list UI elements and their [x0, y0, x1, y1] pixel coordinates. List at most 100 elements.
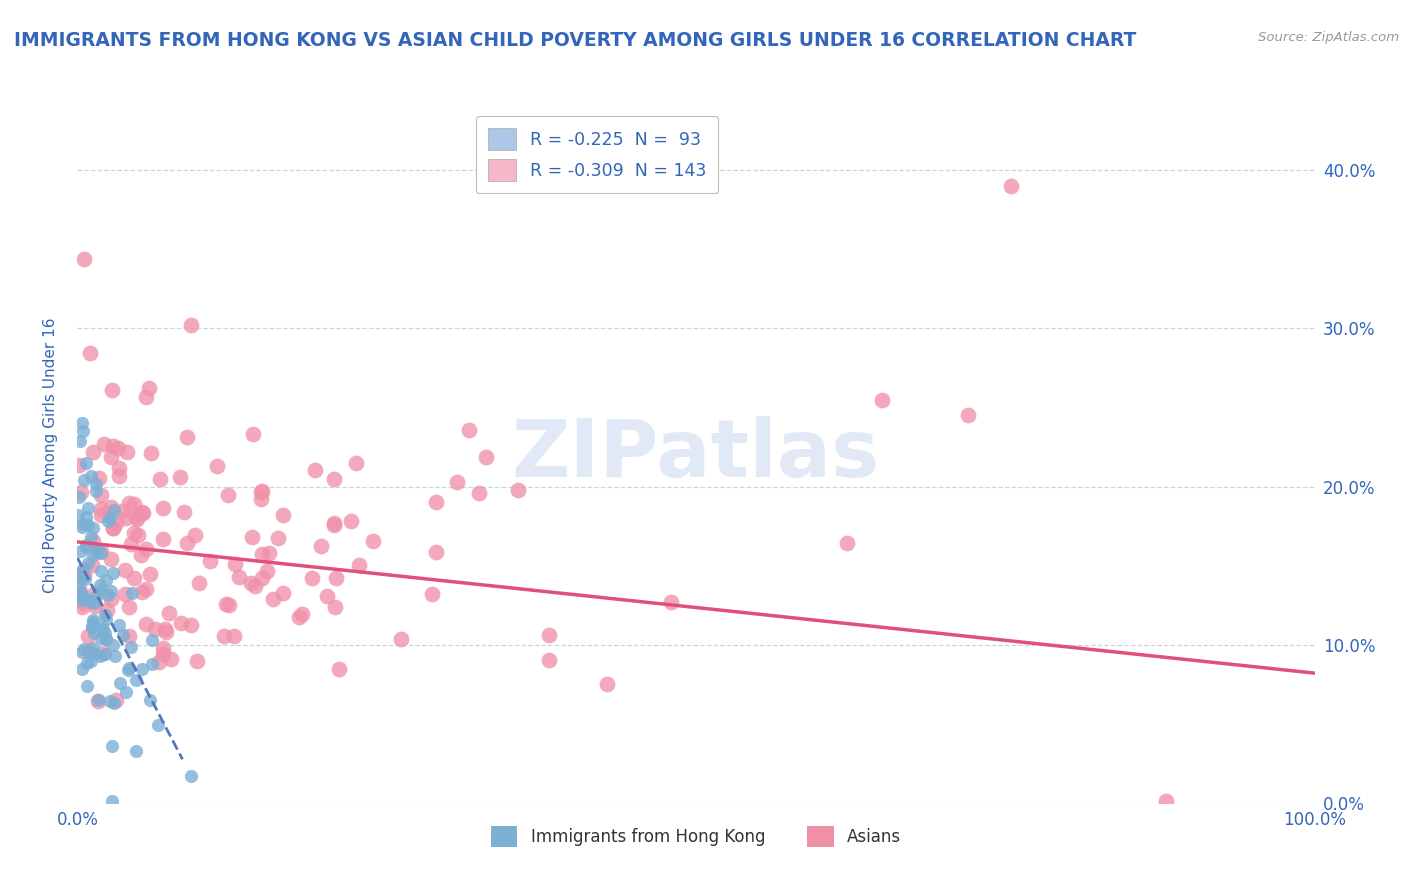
Point [69, 586, 91, 600]
Point [101, 739, 124, 753]
Point [250, 571, 273, 585]
Point [139, 693, 162, 707]
Point [108, 460, 131, 475]
Point [124, 497, 146, 511]
Point [304, 463, 326, 477]
Point [98, 694, 121, 708]
Point [75, 538, 97, 552]
Point [323, 516, 346, 530]
Point [458, 423, 481, 437]
Point [90, 582, 112, 597]
Point [125, 673, 148, 687]
Point [90, 564, 112, 578]
Point [90, 508, 112, 523]
Point [309, 539, 332, 553]
Point [127, 512, 149, 526]
Point [66, 589, 89, 603]
Point [155, 624, 177, 639]
Point [70, 519, 93, 533]
Point [73, 252, 96, 266]
Point [98, 510, 121, 524]
Point [70, 543, 93, 558]
Point [467, 486, 489, 500]
Point [101, 383, 124, 397]
Point [91, 646, 114, 660]
Point [129, 548, 152, 562]
Point [122, 526, 145, 541]
Point [100, 584, 122, 599]
Point [217, 488, 239, 502]
Point [66, 570, 89, 584]
Point [90, 546, 112, 560]
Point [339, 514, 361, 528]
Point [83, 646, 105, 660]
Point [508, 483, 530, 498]
Point [176, 429, 198, 443]
Point [79, 345, 101, 359]
Point [67, 582, 90, 597]
Point [135, 390, 157, 404]
Point [94, 612, 117, 626]
Point [446, 475, 468, 490]
Point [120, 640, 142, 654]
Point [135, 617, 157, 632]
Point [105, 516, 128, 530]
Point [101, 520, 124, 534]
Point [82, 521, 104, 535]
Point [70, 592, 93, 607]
Point [82, 641, 104, 656]
Point [89, 471, 111, 485]
Point [957, 409, 980, 423]
Point [323, 472, 346, 486]
Point [112, 628, 135, 642]
Point [262, 592, 284, 607]
Point [152, 501, 174, 516]
Point [1000, 179, 1022, 194]
Point [89, 648, 111, 663]
Point [425, 495, 447, 509]
Point [125, 744, 148, 758]
Point [228, 570, 250, 584]
Point [328, 662, 350, 676]
Point [143, 622, 166, 636]
Point [207, 458, 229, 473]
Point [159, 652, 181, 666]
Point [94, 632, 117, 647]
Point [91, 622, 114, 636]
Point [94, 607, 117, 622]
Point [94, 647, 117, 661]
Point [250, 547, 273, 561]
Point [101, 794, 124, 808]
Point [146, 717, 169, 731]
Point [121, 585, 143, 599]
Point [96, 632, 118, 647]
Point [169, 470, 191, 484]
Point [75, 541, 97, 555]
Point [90, 544, 112, 558]
Point [131, 662, 153, 676]
Point [114, 563, 136, 577]
Point [67, 491, 90, 505]
Point [152, 533, 174, 547]
Point [249, 491, 271, 506]
Point [69, 485, 91, 500]
Point [122, 571, 145, 585]
Point [97, 514, 120, 528]
Point [389, 632, 412, 646]
Point [475, 450, 498, 465]
Point [139, 566, 162, 581]
Point [344, 457, 367, 471]
Point [118, 496, 141, 510]
Point [82, 620, 104, 634]
Point [184, 528, 207, 542]
Point [537, 627, 560, 641]
Point [118, 661, 141, 675]
Point [77, 500, 100, 515]
Point [82, 615, 104, 629]
Point [115, 510, 138, 524]
Y-axis label: Child Poverty Among Girls Under 16: Child Poverty Among Girls Under 16 [44, 318, 58, 592]
Point [148, 655, 170, 669]
Point [218, 598, 240, 612]
Point [180, 318, 202, 332]
Point [83, 625, 105, 640]
